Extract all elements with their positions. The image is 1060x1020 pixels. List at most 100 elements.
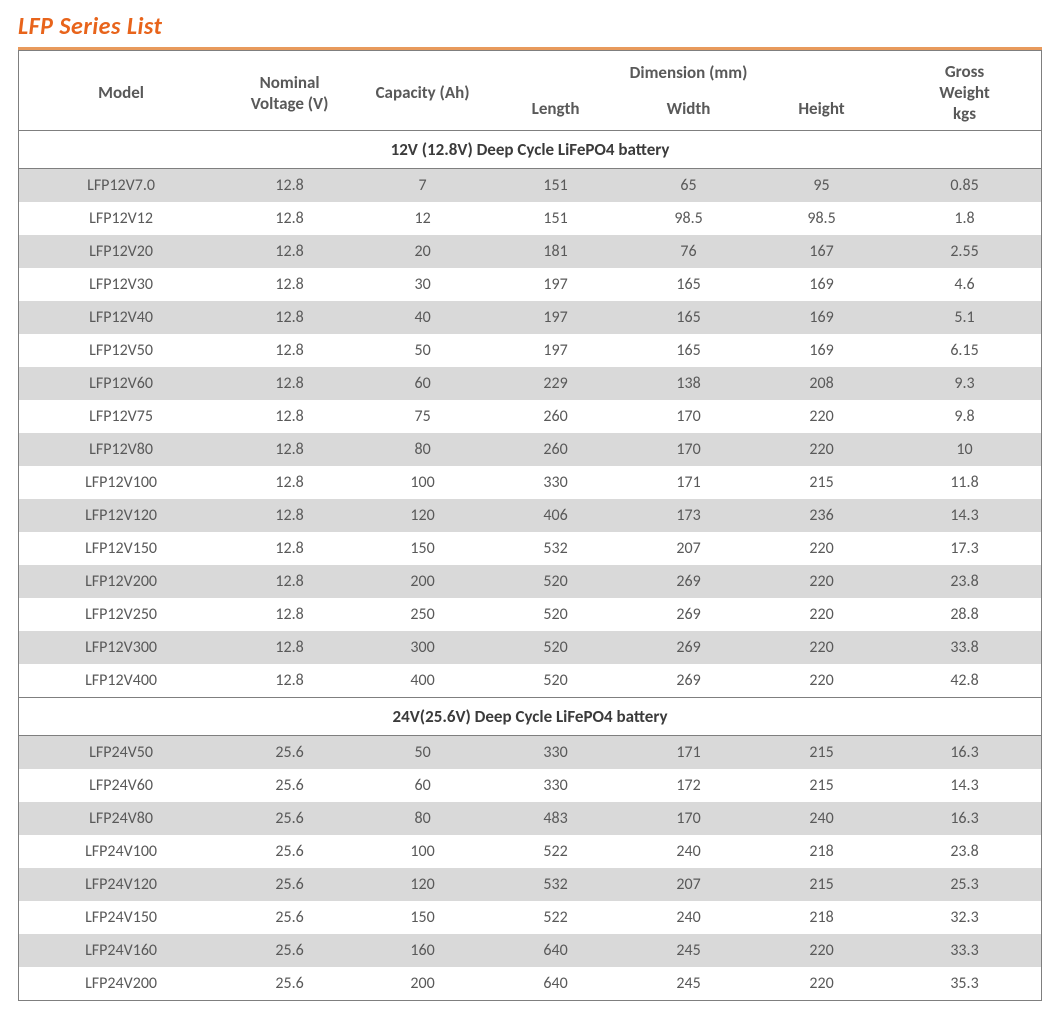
- cell-height: 220: [755, 433, 888, 466]
- table-row: LFP12V40012.840052026922042.8: [19, 664, 1042, 698]
- table-row: LFP12V25012.825052026922028.8: [19, 598, 1042, 631]
- cell-length: 181: [489, 235, 622, 268]
- cell-length: 330: [489, 769, 622, 802]
- cell-capacity: 100: [356, 835, 489, 868]
- cell-model: LFP12V40: [19, 301, 224, 334]
- table-row: LFP24V10025.610052224021823.8: [19, 835, 1042, 868]
- cell-width: 269: [622, 631, 755, 664]
- cell-height: 220: [755, 532, 888, 565]
- cell-voltage: 12.8: [223, 400, 356, 433]
- cell-voltage: 12.8: [223, 499, 356, 532]
- cell-width: 172: [622, 769, 755, 802]
- cell-voltage: 25.6: [223, 736, 356, 770]
- cell-height: 220: [755, 967, 888, 1001]
- cell-voltage: 12.8: [223, 565, 356, 598]
- cell-height: 215: [755, 868, 888, 901]
- cell-capacity: 400: [356, 664, 489, 698]
- cell-voltage: 25.6: [223, 769, 356, 802]
- cell-voltage: 12.8: [223, 664, 356, 698]
- cell-weight: 0.85: [888, 169, 1041, 203]
- cell-model: LFP24V60: [19, 769, 224, 802]
- cell-width: 269: [622, 664, 755, 698]
- cell-voltage: 25.6: [223, 901, 356, 934]
- section-title: 12V (12.8V) Deep Cycle LiFePO4 battery: [19, 131, 1042, 169]
- cell-height: 215: [755, 736, 888, 770]
- cell-width: 165: [622, 301, 755, 334]
- cell-weight: 17.3: [888, 532, 1041, 565]
- table-row: LFP12V10012.810033017121511.8: [19, 466, 1042, 499]
- cell-capacity: 200: [356, 565, 489, 598]
- cell-voltage: 25.6: [223, 934, 356, 967]
- cell-voltage: 12.8: [223, 202, 356, 235]
- cell-weight: 25.3: [888, 868, 1041, 901]
- cell-height: 220: [755, 934, 888, 967]
- cell-height: 220: [755, 664, 888, 698]
- cell-length: 483: [489, 802, 622, 835]
- page-title: LFP Series List: [18, 12, 1042, 41]
- cell-model: LFP24V160: [19, 934, 224, 967]
- cell-model: LFP12V50: [19, 334, 224, 367]
- cell-weight: 1.8: [888, 202, 1041, 235]
- table-row: LFP24V12025.612053220721525.3: [19, 868, 1042, 901]
- col-voltage-line2: Voltage (V): [251, 93, 329, 114]
- cell-capacity: 12: [356, 202, 489, 235]
- cell-weight: 2.55: [888, 235, 1041, 268]
- cell-height: 215: [755, 466, 888, 499]
- cell-weight: 14.3: [888, 769, 1041, 802]
- cell-length: 330: [489, 736, 622, 770]
- table-row: LFP12V6012.8602291382089.3: [19, 367, 1042, 400]
- cell-weight: 33.3: [888, 934, 1041, 967]
- cell-width: 165: [622, 268, 755, 301]
- cell-voltage: 25.6: [223, 802, 356, 835]
- table-row: LFP12V7.012.8715165950.85: [19, 169, 1042, 203]
- cell-height: 169: [755, 268, 888, 301]
- lfp-series-table: Model Nominal Voltage (V) Capacity (Ah) …: [18, 50, 1042, 1001]
- table-row: LFP12V1212.81215198.598.51.8: [19, 202, 1042, 235]
- cell-model: LFP24V200: [19, 967, 224, 1001]
- cell-model: LFP12V30: [19, 268, 224, 301]
- col-weight-line1: Gross: [945, 61, 984, 82]
- cell-capacity: 160: [356, 934, 489, 967]
- table-row: LFP12V8012.88026017022010: [19, 433, 1042, 466]
- cell-model: LFP12V300: [19, 631, 224, 664]
- cell-length: 151: [489, 169, 622, 203]
- cell-length: 197: [489, 334, 622, 367]
- cell-width: 207: [622, 532, 755, 565]
- cell-capacity: 40: [356, 301, 489, 334]
- cell-length: 197: [489, 268, 622, 301]
- cell-height: 169: [755, 301, 888, 334]
- cell-model: LFP12V12: [19, 202, 224, 235]
- cell-width: 269: [622, 598, 755, 631]
- col-dimension-group: Dimension (mm): [489, 51, 888, 91]
- col-height: Height: [755, 91, 888, 131]
- cell-voltage: 12.8: [223, 466, 356, 499]
- cell-weight: 23.8: [888, 835, 1041, 868]
- table-row: LFP12V12012.812040617323614.3: [19, 499, 1042, 532]
- cell-capacity: 300: [356, 631, 489, 664]
- cell-length: 151: [489, 202, 622, 235]
- cell-width: 245: [622, 934, 755, 967]
- cell-weight: 33.8: [888, 631, 1041, 664]
- cell-voltage: 12.8: [223, 334, 356, 367]
- cell-weight: 10: [888, 433, 1041, 466]
- cell-height: 236: [755, 499, 888, 532]
- table-row: LFP24V5025.65033017121516.3: [19, 736, 1042, 770]
- col-weight-line2: Weight: [939, 82, 989, 103]
- cell-model: LFP12V250: [19, 598, 224, 631]
- cell-height: 215: [755, 769, 888, 802]
- cell-length: 520: [489, 664, 622, 698]
- cell-width: 98.5: [622, 202, 755, 235]
- cell-length: 260: [489, 433, 622, 466]
- table-row: LFP24V20025.620064024522035.3: [19, 967, 1042, 1001]
- cell-voltage: 12.8: [223, 631, 356, 664]
- cell-model: LFP12V80: [19, 433, 224, 466]
- col-width: Width: [622, 91, 755, 131]
- cell-width: 170: [622, 400, 755, 433]
- cell-model: LFP12V75: [19, 400, 224, 433]
- cell-model: LFP12V150: [19, 532, 224, 565]
- cell-width: 65: [622, 169, 755, 203]
- cell-width: 245: [622, 967, 755, 1001]
- cell-model: LFP24V50: [19, 736, 224, 770]
- cell-model: LFP12V7.0: [19, 169, 224, 203]
- table-row: LFP12V30012.830052026922033.8: [19, 631, 1042, 664]
